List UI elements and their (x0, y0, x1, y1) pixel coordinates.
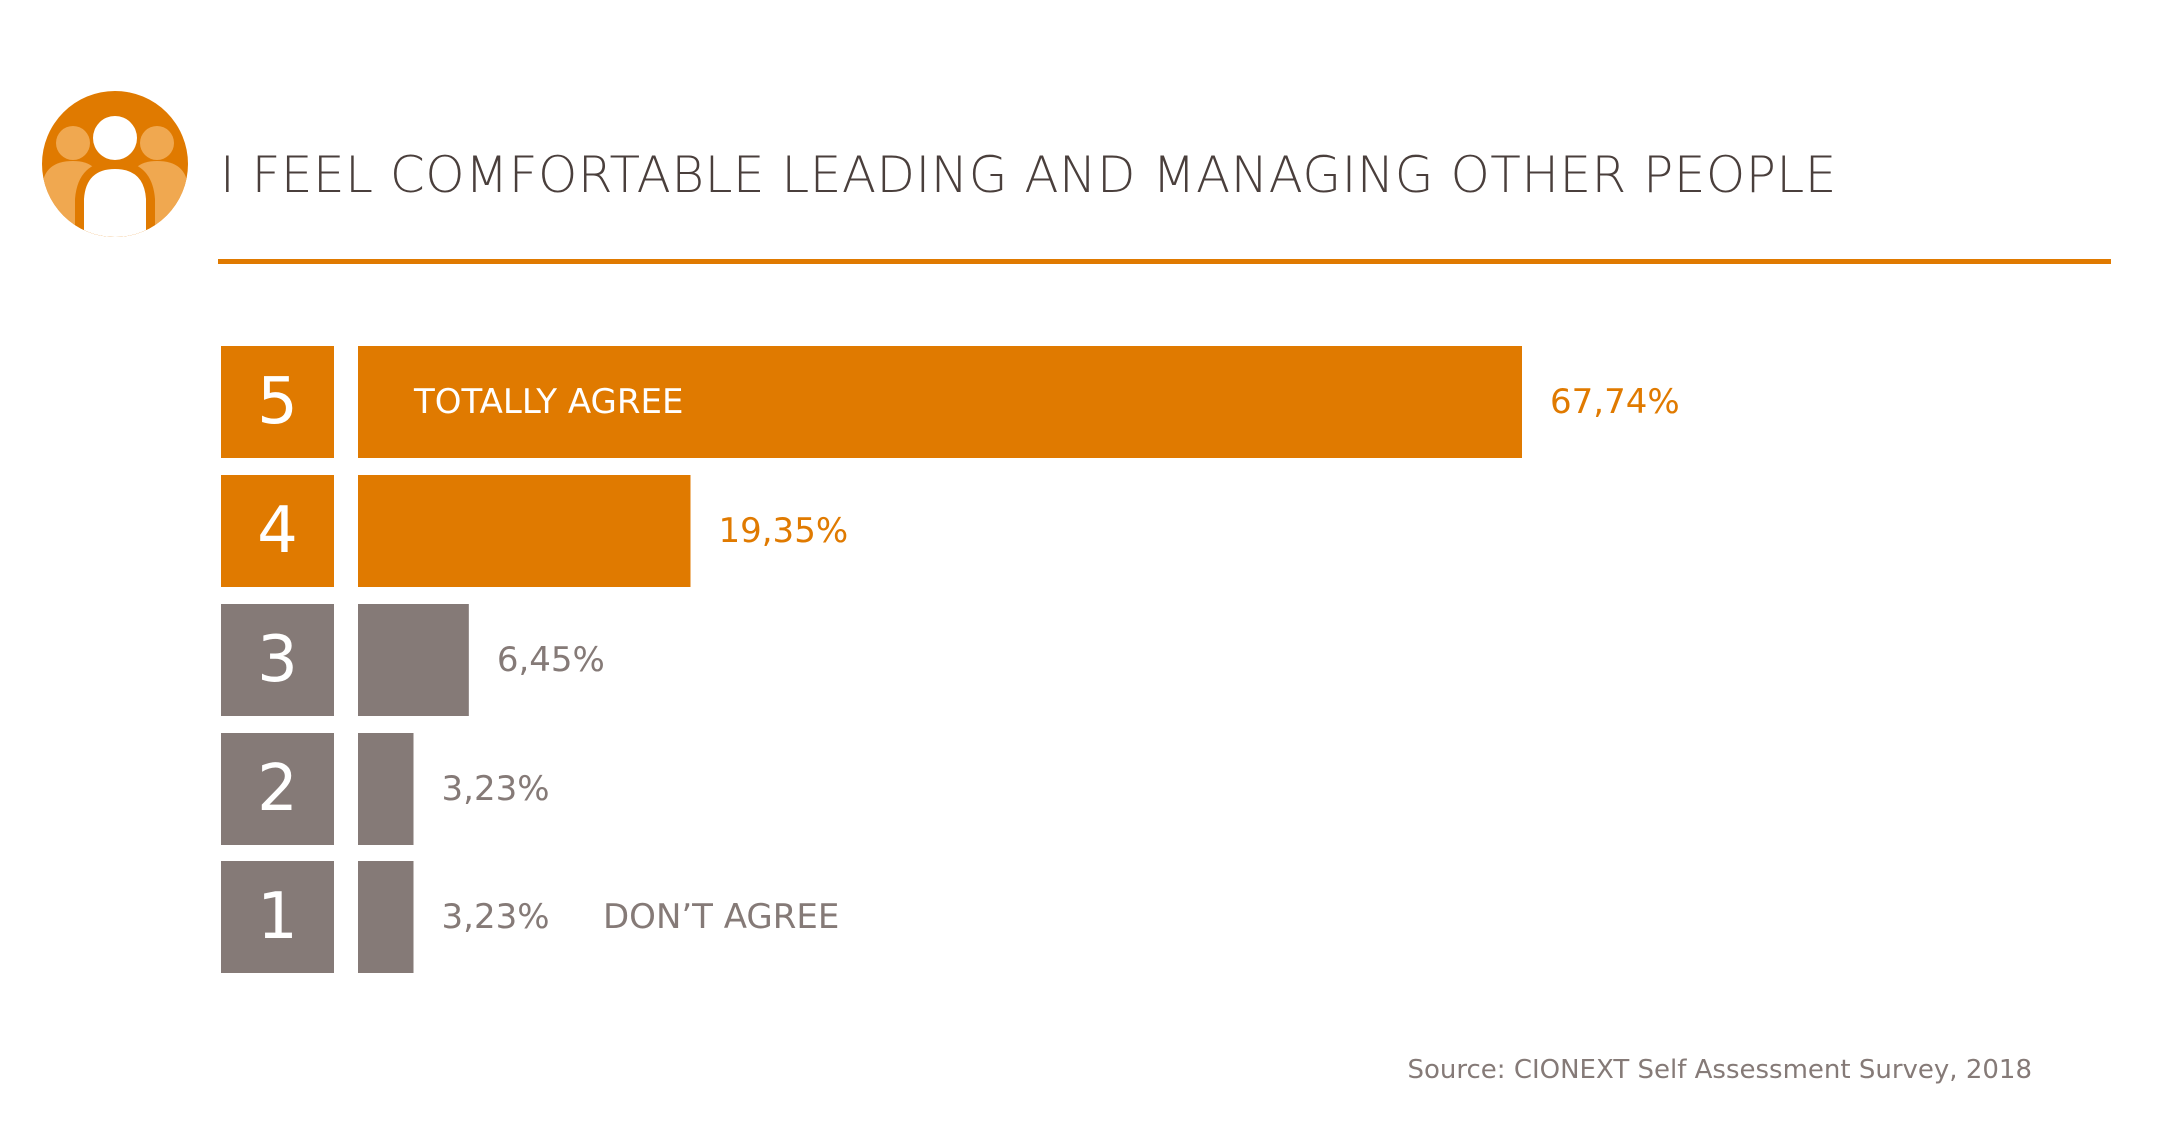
category-box (221, 733, 334, 845)
category-label: 1 (257, 880, 298, 954)
bar (358, 475, 691, 587)
category-box (221, 604, 334, 716)
bar (358, 604, 469, 716)
category-box (221, 346, 334, 458)
people-group-icon (42, 91, 188, 237)
annotation-bottom: DON’T AGREE (603, 897, 839, 937)
category-label: 2 (257, 752, 298, 826)
title-divider (218, 259, 2111, 264)
source-note: Source: CIONEXT Self Assessment Survey, … (1407, 1055, 2033, 1085)
category-box (221, 861, 334, 973)
data-label: 67,74% (1550, 382, 1680, 422)
category-box (221, 475, 334, 587)
data-label: 6,45% (497, 640, 605, 680)
bar (358, 861, 414, 973)
chart-title: I FEEL COMFORTABLE LEADING AND MANAGING … (220, 146, 1837, 204)
data-label: 19,35% (718, 511, 848, 551)
data-label: 3,23% (442, 769, 550, 809)
data-label: 3,23% (442, 897, 550, 937)
category-label: 3 (257, 623, 298, 697)
category-label: 4 (257, 494, 298, 568)
bar (358, 733, 414, 845)
bar (358, 346, 1522, 458)
category-label: 5 (257, 365, 298, 439)
annotation-top: TOTALLY AGREE (413, 382, 683, 422)
